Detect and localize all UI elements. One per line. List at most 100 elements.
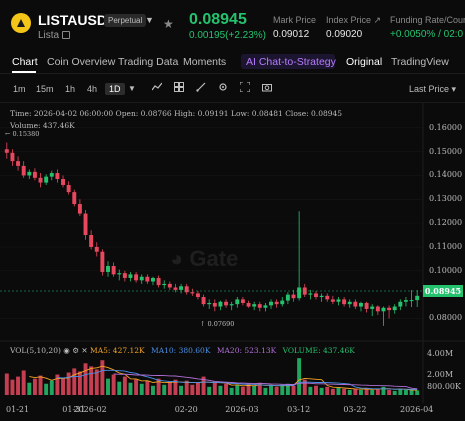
candle-body — [415, 295, 420, 301]
tab-original[interactable]: Original — [346, 56, 383, 68]
volume-tick-label: 2.00M — [427, 369, 454, 379]
favorite-star-icon[interactable]: ★ — [163, 17, 174, 31]
asset-subname: Lista — [38, 30, 60, 41]
candles-layer — [4, 142, 420, 326]
volume-bar — [387, 389, 392, 395]
volume-bar — [336, 387, 341, 395]
volume-bar — [330, 388, 335, 395]
drawing-tools-icon[interactable] — [196, 82, 206, 92]
ohlc-readout: Time: 2026-04-02 06:00:00 Open: 0.08766 … — [10, 109, 343, 118]
volume-bar — [375, 388, 380, 395]
volume-bar — [151, 385, 155, 395]
last-price-selector[interactable]: Last Price ▾ — [409, 84, 456, 95]
tab-chart[interactable]: Chart — [12, 56, 38, 68]
volume-bar — [403, 389, 408, 395]
volume-tick-label: 4.00M — [427, 349, 454, 359]
interval-4h[interactable]: 4h — [87, 84, 98, 94]
candle-body — [117, 273, 122, 275]
candle-body — [246, 302, 251, 307]
price-tick-label: 0.15000 — [429, 146, 463, 156]
info-icon[interactable] — [62, 31, 70, 39]
settings-gear-icon[interactable] — [218, 82, 228, 92]
mark-price-value: 0.09012 — [273, 29, 310, 40]
volume-bar — [314, 385, 318, 395]
candle-body — [257, 304, 262, 308]
volume-bar — [94, 369, 99, 395]
indicator-icon[interactable] — [152, 82, 162, 92]
volume-bar — [89, 366, 94, 395]
interval-dropdown-icon[interactable]: ▼ — [128, 84, 136, 93]
interval-15m[interactable]: 15m — [36, 84, 54, 94]
price-tick-label: 0.11000 — [429, 241, 463, 251]
volume-bar — [302, 379, 307, 395]
candle-body — [111, 266, 116, 275]
volume-bar — [212, 381, 217, 395]
grid-layout-icon[interactable] — [174, 82, 184, 92]
candle-body — [77, 204, 82, 214]
volume-bar — [156, 378, 161, 395]
candle-body — [291, 294, 296, 299]
candle-body — [100, 251, 105, 272]
camera-icon[interactable] — [262, 82, 272, 92]
volume-bar — [280, 384, 285, 395]
low-price-label: ↑ 0.07690 — [200, 320, 235, 328]
price-tick-label: 0.08000 — [429, 313, 463, 323]
candle-body — [319, 295, 324, 298]
volume-bar — [364, 387, 369, 395]
volume-bar — [162, 384, 167, 395]
symbol-name[interactable]: LISTAUSDT — [38, 12, 116, 28]
tab-coin-overview[interactable]: Coin Overview — [47, 56, 116, 68]
candle-body — [263, 305, 268, 308]
volume-bar — [38, 375, 43, 395]
candle-body — [347, 301, 352, 305]
volume-bar — [55, 374, 60, 395]
volume-bar — [27, 382, 32, 395]
volume-bar — [201, 376, 206, 395]
volume-bar — [263, 387, 268, 395]
candle-body — [325, 295, 330, 300]
watermark-text: Gate — [189, 246, 239, 271]
candle-body — [89, 235, 94, 247]
price-chart[interactable] — [0, 103, 465, 421]
symbol-dropdown-icon[interactable]: ▼ — [145, 15, 154, 25]
candle-body — [156, 277, 161, 286]
volume-bar — [139, 383, 144, 395]
volume-tick-label: 800.00K — [427, 381, 461, 391]
eye-icon[interactable]: ◉ ⚙ ✕ — [63, 346, 91, 355]
candle-body — [66, 184, 71, 193]
price-change: 0.00195(+2.23%) — [189, 30, 267, 41]
candle-body — [4, 149, 9, 153]
candle-body — [235, 299, 240, 305]
index-price-label[interactable]: Index Price ↗ — [326, 15, 382, 25]
tab-ai-chat-to-strategy[interactable]: AI Chat-to-Strategy — [246, 56, 336, 68]
candle-body — [145, 276, 150, 282]
candle-body — [128, 274, 133, 278]
interval-1h[interactable]: 1h — [65, 84, 76, 94]
volume-bar — [246, 383, 251, 395]
candle-body — [392, 306, 397, 311]
ma20-line — [113, 373, 418, 390]
fullscreen-icon[interactable] — [240, 82, 250, 92]
ma5-line — [29, 365, 418, 391]
tab-moments[interactable]: Moments — [183, 56, 227, 68]
candle-body — [212, 302, 217, 307]
candle-body — [240, 299, 245, 303]
volume-bar — [381, 386, 386, 395]
candle-body — [72, 192, 77, 205]
tab-trading-data[interactable]: Trading Data — [118, 56, 179, 68]
interval-1m[interactable]: 1m — [13, 84, 26, 94]
funding-rate-value: +0.0050% / 02:0 — [390, 29, 464, 40]
vol-indicator-name[interactable]: VOL(5,10,20) — [10, 346, 61, 355]
candle-body — [94, 246, 99, 252]
candle-body — [38, 177, 43, 183]
interval-1d[interactable]: 1D — [105, 83, 125, 95]
date-tick-label: 03-22 — [343, 405, 367, 414]
tab-tradingview[interactable]: TradingView — [391, 56, 449, 68]
candle-body — [167, 283, 172, 288]
candle-body — [375, 306, 380, 312]
candle-body — [285, 294, 290, 301]
volume-bar — [229, 387, 234, 395]
volume-bar — [224, 383, 229, 395]
volume-bar — [274, 386, 279, 395]
current-price-tag: 0.08945 — [423, 285, 463, 297]
